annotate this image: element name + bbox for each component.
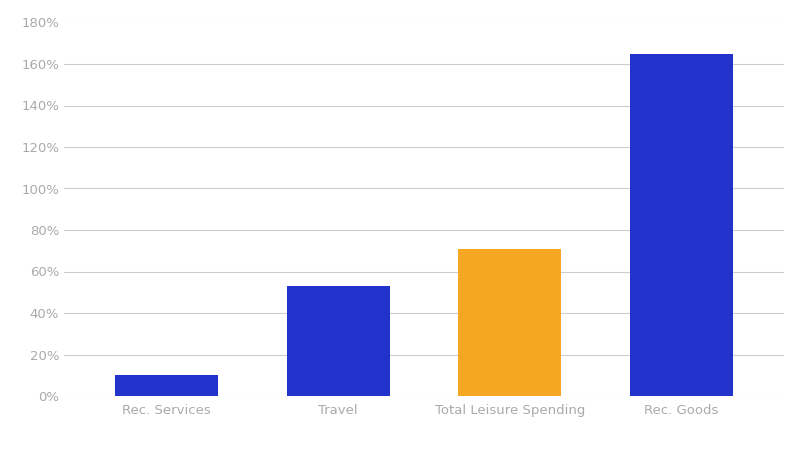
Bar bbox=[287, 286, 390, 396]
Bar bbox=[458, 249, 561, 396]
Bar bbox=[630, 54, 733, 396]
Bar bbox=[115, 375, 218, 396]
